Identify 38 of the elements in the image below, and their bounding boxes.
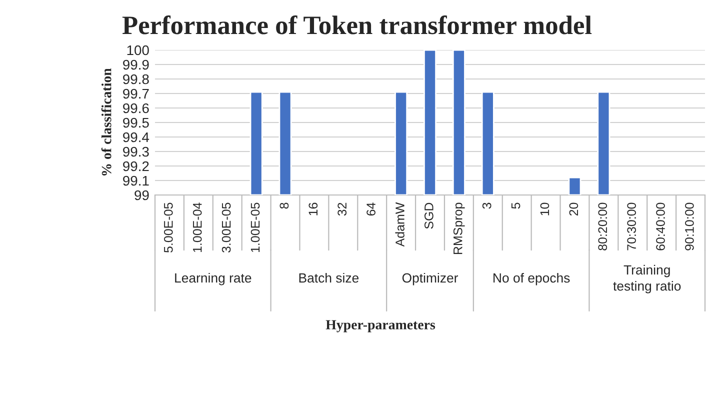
x-tick-label: 1.00E-04 bbox=[192, 202, 202, 252]
text: Batch size bbox=[299, 272, 359, 283]
x-tick-label: 5.00E-05 bbox=[164, 202, 173, 252]
y-tick-label: 99.9 bbox=[123, 60, 149, 70]
y-tick-label: 99.4 bbox=[123, 132, 150, 142]
x-axis-title: Hyper-parameters bbox=[326, 320, 436, 332]
text: Training testing ratio bbox=[613, 264, 681, 294]
x-tick-label: 70:30:00 bbox=[627, 202, 636, 250]
y-tick-label: 99.3 bbox=[123, 146, 149, 157]
x-tick-label: 1.00E-05 bbox=[250, 202, 260, 252]
y-tick-label: 99.7 bbox=[123, 88, 149, 99]
y-tick-label: 99.8 bbox=[123, 74, 149, 84]
x-tick-label: 90:10:00 bbox=[685, 202, 694, 250]
text: No of epochs bbox=[494, 272, 570, 286]
x-tick-label: 32 bbox=[338, 202, 347, 216]
chart-title: Performance of Token transformer model bbox=[122, 15, 592, 34]
x-tick-label: 3 bbox=[482, 202, 492, 209]
y-tick-label: 100 bbox=[127, 45, 149, 56]
x-tick-label: 5 bbox=[511, 202, 520, 209]
x-tick-label: SGD bbox=[424, 202, 434, 229]
text: Learning rate bbox=[175, 272, 252, 286]
y-tick-label: 99.2 bbox=[123, 161, 149, 172]
x-tick-label: 80:20:00 bbox=[598, 202, 608, 250]
x-tick-label: 16 bbox=[308, 202, 318, 216]
x-tick-label: 10 bbox=[540, 202, 550, 216]
text: Optimizer bbox=[402, 272, 458, 286]
y-axis-title: % of classification bbox=[101, 68, 112, 176]
x-tick-label: RMSprop bbox=[453, 202, 465, 254]
x-tick-label: 64 bbox=[366, 202, 376, 216]
x-tick-label: 20 bbox=[569, 202, 578, 216]
y-tick-label: 99.5 bbox=[123, 118, 149, 128]
x-tick-label: AdamW bbox=[395, 202, 404, 247]
x-tick-label: 60:40:00 bbox=[656, 202, 665, 250]
x-tick-label: 8 bbox=[280, 202, 289, 209]
x-tick-label: 3.00E-05 bbox=[222, 202, 231, 252]
y-tick-label: 99.1 bbox=[123, 176, 149, 186]
y-tick-label: 99.6 bbox=[123, 103, 149, 114]
y-tick-label: 99 bbox=[134, 190, 149, 200]
